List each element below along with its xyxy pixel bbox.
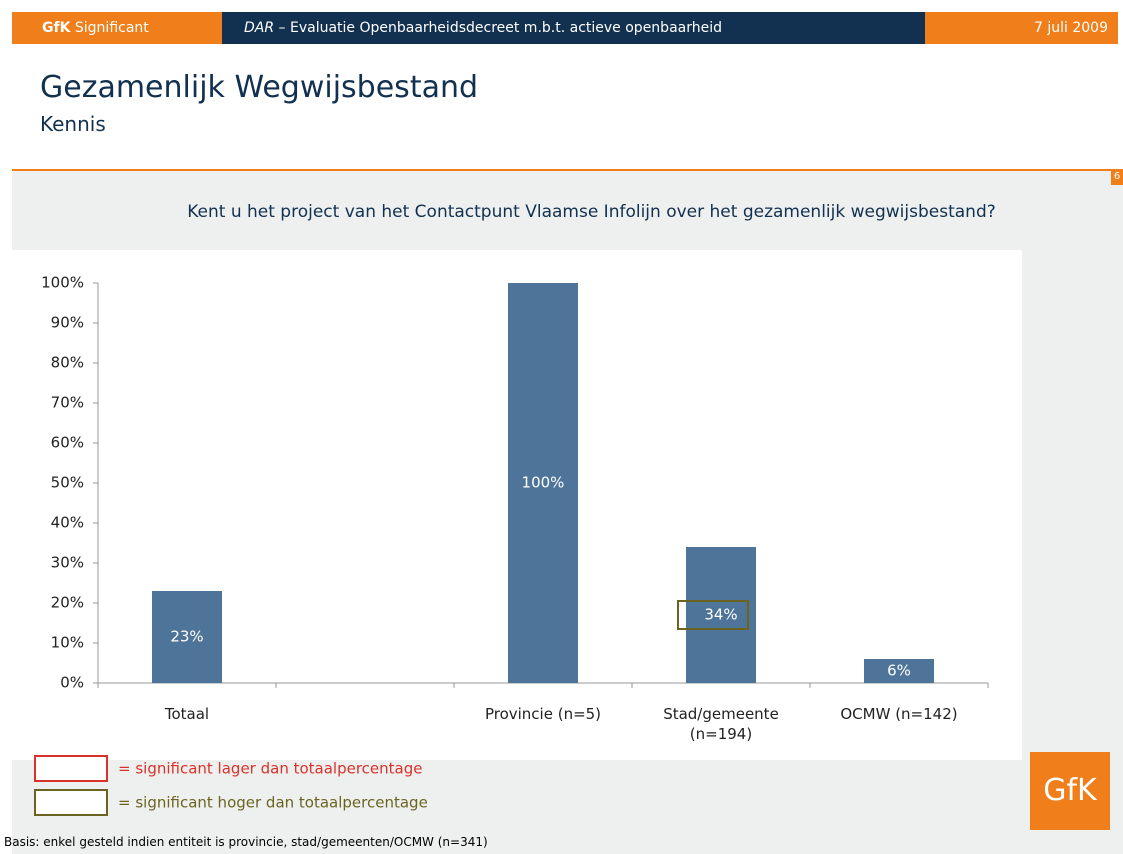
y-tick-label: 90% <box>51 314 84 332</box>
project-title: – Evaluatie Openbaarheidsdecreet m.b.t. … <box>278 20 722 36</box>
slide-subtitle: Kennis <box>40 112 106 136</box>
bar <box>864 659 934 683</box>
legend-box <box>34 789 108 816</box>
chart-title: Kent u het project van het Contactpunt V… <box>187 202 996 222</box>
x-tick-label: Provincie (n=5) <box>484 705 602 723</box>
project: DAR <box>244 20 275 36</box>
y-tick-label: 0% <box>60 674 84 692</box>
data-label: 100% <box>522 474 565 492</box>
significance-box <box>677 600 749 630</box>
header-brand: GfK Significant <box>12 12 222 44</box>
x-tick-label: Totaal <box>164 705 210 723</box>
page-number: 6 <box>1111 171 1123 185</box>
logo: GfK <box>1030 752 1110 830</box>
y-tick-label: 70% <box>51 394 84 412</box>
header-project: DAR – Evaluatie Openbaarheidsdecreet m.b… <box>222 12 925 44</box>
bar <box>508 283 578 683</box>
footnote: Basis: enkel gesteld indien entiteit is … <box>4 835 488 849</box>
slide-title: Gezamenlijk Wegwijsbestand <box>40 70 479 105</box>
data-label: 6% <box>887 662 911 680</box>
y-tick-label: 10% <box>51 634 84 652</box>
legend-box <box>34 755 108 782</box>
legend-label: = significant lager dan totaalpercentage <box>118 760 422 778</box>
brand: Significant <box>74 20 149 36</box>
bar <box>686 547 756 683</box>
y-tick-label: 30% <box>51 554 84 572</box>
x-tick-label: Stad/gemeente (n=194) <box>663 705 779 743</box>
header-date: 7 juli 2009 <box>925 12 1118 44</box>
bar <box>152 591 222 683</box>
y-tick-label: 100% <box>41 274 84 292</box>
data-label: 34% <box>704 606 737 624</box>
y-tick-label: 80% <box>51 354 84 372</box>
y-tick-label: 40% <box>51 514 84 532</box>
data-label: 23% <box>170 628 203 646</box>
y-tick-label: 20% <box>51 594 84 612</box>
y-tick-label: 60% <box>51 434 84 452</box>
legend-label: = significant hoger dan totaalpercentage <box>118 794 428 812</box>
brand-bold: GfK <box>42 20 71 36</box>
y-tick-label: 50% <box>51 474 84 492</box>
x-tick-label: OCMW (n=142) <box>840 705 958 723</box>
